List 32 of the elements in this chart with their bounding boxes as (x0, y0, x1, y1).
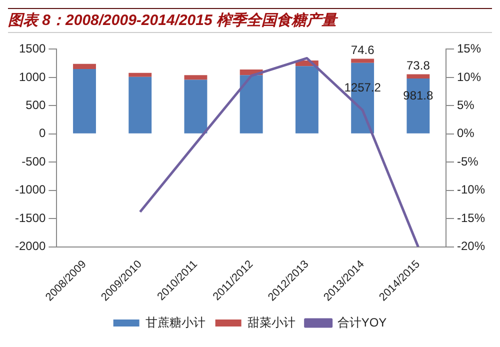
y2-tick-label: -20% (456, 239, 486, 254)
y-tick-label: 500 (26, 98, 46, 112)
bar (295, 66, 318, 134)
chart-title: 图表 8：2008/2009-2014/2015 榨季全国食糖产量 (8, 12, 336, 29)
y-tick-label: -1000 (14, 182, 46, 197)
bar (184, 80, 208, 134)
legend-label: 甘蔗糖小计 (145, 315, 206, 330)
data-label: 73.8 (406, 58, 430, 73)
y2-tick-label: 15% (456, 42, 482, 56)
y-tick-label: 1000 (18, 70, 46, 84)
legend-label: 甜菜小计 (247, 315, 296, 330)
y2-tick-label: 0% (456, 126, 475, 140)
y-tick-label: -2000 (14, 239, 46, 254)
y2-tick-label: -15% (456, 210, 486, 225)
y-tick-label: 1500 (18, 42, 46, 56)
y2-tick-label: 5% (456, 98, 475, 112)
bar (73, 68, 96, 134)
bar (184, 75, 208, 80)
bar (128, 72, 152, 77)
bar (240, 75, 263, 134)
y-tick-label: -500 (22, 154, 46, 168)
data-label: 74.6 (350, 43, 375, 58)
legend-label: 合计YOY (337, 315, 387, 330)
bar (73, 64, 96, 69)
y2-tick-label: -5% (456, 154, 479, 168)
y-tick-label: 0 (39, 126, 46, 140)
y2-tick-label: -10% (456, 182, 486, 197)
bar (406, 74, 430, 78)
bar (351, 58, 374, 63)
y2-tick-label: 10% (456, 70, 482, 84)
y-tick-label: -1500 (14, 210, 46, 225)
bar (128, 76, 152, 134)
